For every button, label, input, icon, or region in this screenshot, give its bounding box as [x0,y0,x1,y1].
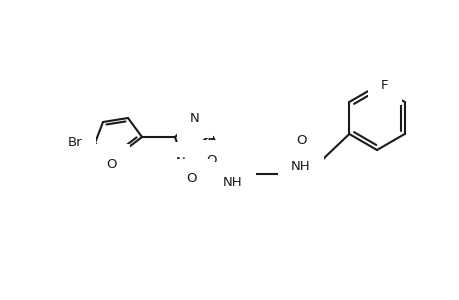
Text: O: O [296,134,307,148]
Text: O: O [186,172,197,185]
Text: N: N [176,155,185,169]
Text: NH: NH [223,176,242,188]
Text: NH: NH [291,160,310,172]
Text: O: O [106,158,117,170]
Text: F: F [381,79,388,92]
Text: Br: Br [67,136,82,149]
Text: N: N [190,112,200,124]
Text: O: O [206,154,217,166]
